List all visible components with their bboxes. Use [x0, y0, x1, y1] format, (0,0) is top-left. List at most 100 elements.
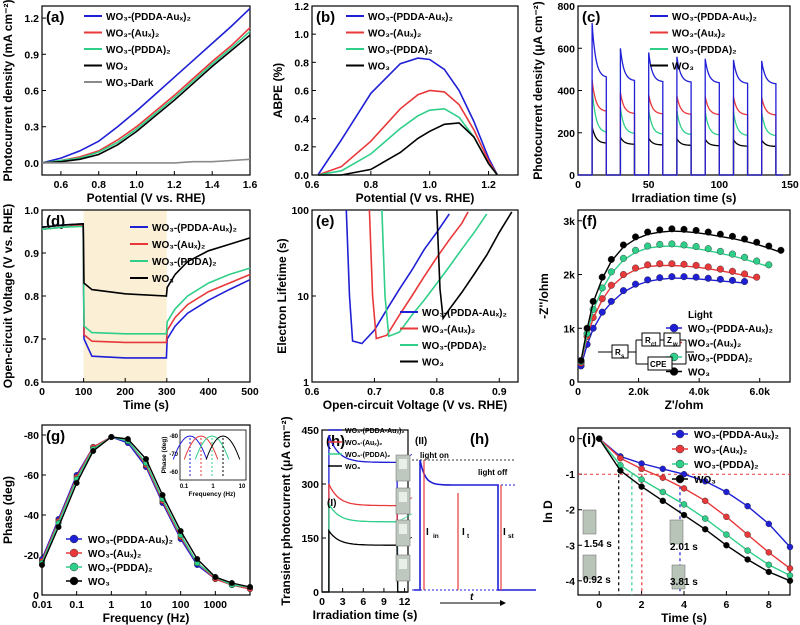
data-point — [728, 232, 736, 240]
x-axis-label: Irradiation time (s) — [632, 191, 737, 205]
legend-label: WO₃-(PDDA-Auₓ)₂ — [152, 223, 237, 234]
I-t-label: I — [462, 527, 465, 538]
data-point — [39, 562, 46, 569]
I-t-sub: t — [467, 533, 470, 540]
legend-label: WO₃-Dark — [106, 78, 154, 89]
sample-thumbnail-detail — [399, 492, 407, 502]
data-point — [765, 568, 772, 576]
y-tick-label: 1.0 — [294, 29, 309, 41]
y-axis-label: Transient photocurrent (μA cm⁻²) — [279, 416, 293, 605]
data-point — [704, 245, 712, 253]
legend-label: WO₃-(PDDA)₂ — [88, 563, 153, 574]
series-line — [578, 22, 783, 176]
data-point — [644, 261, 652, 269]
data-point — [583, 324, 591, 332]
sample-thumbnail — [671, 564, 686, 590]
x-tick-label: 0.6 — [305, 386, 320, 398]
inset-line — [205, 435, 241, 460]
data-point — [159, 492, 166, 499]
I-st-label: I — [503, 527, 506, 538]
y-tick-label: 0.8 — [294, 57, 309, 69]
data-point — [656, 240, 664, 248]
data-point — [723, 542, 730, 549]
data-point — [741, 253, 749, 261]
inset-y-tick: -80 — [169, 434, 178, 440]
x-tick-label: 1.4 — [205, 179, 220, 191]
subpanel-label: (I) — [327, 498, 336, 509]
x-tick-label: 0 — [596, 599, 602, 611]
data-point — [73, 480, 80, 487]
t-label: t — [470, 592, 474, 603]
data-point — [704, 274, 712, 282]
legend-label: WO₃ — [672, 62, 694, 73]
y-tick-label: 1.2 — [294, 1, 309, 13]
data-point — [716, 275, 724, 283]
y-tick-label: 100 — [291, 205, 309, 217]
y-tick-label: -80 — [24, 430, 39, 442]
y-axis-label: -Z''/ohm — [537, 273, 551, 319]
data-point — [638, 460, 645, 467]
legend-label: WO₃ — [368, 62, 390, 73]
data-point — [124, 436, 131, 443]
legend-label: WO₃ — [345, 464, 360, 471]
legend-label: WO₃-(PDDA-Auₓ)₂ — [106, 12, 191, 23]
panel-label: (f) — [582, 213, 597, 230]
y-axis-label: Electron Lifetime (s) — [275, 238, 289, 353]
I-st-sub: st — [508, 533, 515, 540]
x-tick-label: 100 — [711, 179, 729, 191]
data-point — [108, 434, 115, 441]
data-point — [55, 524, 62, 531]
sample-thumbnail — [669, 519, 684, 545]
schematic-curve — [414, 459, 536, 591]
x-tick-label: 1.2 — [481, 179, 496, 191]
x-tick-label: 6 — [723, 599, 729, 611]
legend-label: WO₃-(PDDA-Auₓ)₂ — [345, 428, 404, 435]
data-point — [90, 448, 97, 455]
sample-thumbnail-detail — [399, 559, 407, 569]
y-tick-label: 0 — [569, 377, 575, 389]
data-point — [680, 260, 688, 268]
y-tick-label: 0.9 — [24, 248, 39, 260]
y-axis-label: ABPE (%) — [271, 63, 285, 118]
x-tick-label: 10 — [140, 599, 152, 611]
data-point — [702, 526, 709, 533]
data-point — [659, 488, 666, 496]
data-point — [744, 502, 751, 510]
data-point — [632, 233, 640, 241]
data-point — [619, 241, 627, 249]
x-tick-label: 1.0 — [129, 179, 144, 191]
y-axis-label: Photocurrent density (μA cm⁻²) — [531, 1, 545, 180]
series-line — [598, 438, 791, 582]
subpanel-label: (II) — [415, 436, 427, 447]
data-point — [659, 497, 666, 505]
data-point — [596, 435, 603, 442]
circuit-rs-sub: s — [621, 354, 625, 360]
y-axis-label: Open-circuit Voltage (V vs. RHE) — [1, 204, 15, 388]
data-point — [728, 267, 736, 275]
y-tick-label: 10 — [297, 291, 309, 303]
series-line — [345, 209, 450, 345]
data-point — [777, 246, 785, 254]
data-point — [617, 455, 624, 462]
legend-label: WO₃-(PDDA)₂ — [106, 45, 171, 56]
circuit-rct-label: R — [645, 336, 651, 345]
y-tick-label: -20 — [24, 550, 39, 562]
data-point — [680, 485, 688, 492]
data-point — [619, 254, 627, 262]
y-tick-label: 0.9 — [24, 49, 39, 61]
data-point — [598, 273, 606, 281]
y-tick-label: -2 — [566, 505, 575, 517]
y-tick-label: 0.2 — [294, 142, 309, 154]
light-on-label: light on — [420, 451, 449, 460]
sample-thumbnail — [582, 509, 597, 535]
legend-label: WO₃-(Auₓ)₂ — [345, 440, 382, 447]
x-tick-label: 0.7 — [367, 386, 382, 398]
y-tick-label: 200 — [557, 128, 575, 140]
data-point — [598, 308, 606, 316]
data-point — [659, 465, 666, 473]
data-point — [723, 513, 730, 521]
data-point — [632, 280, 640, 288]
legend-label: WO₃-(Auₓ)₂ — [672, 29, 725, 40]
time-a-label: 1.54 s — [584, 539, 612, 550]
data-point — [668, 260, 676, 268]
